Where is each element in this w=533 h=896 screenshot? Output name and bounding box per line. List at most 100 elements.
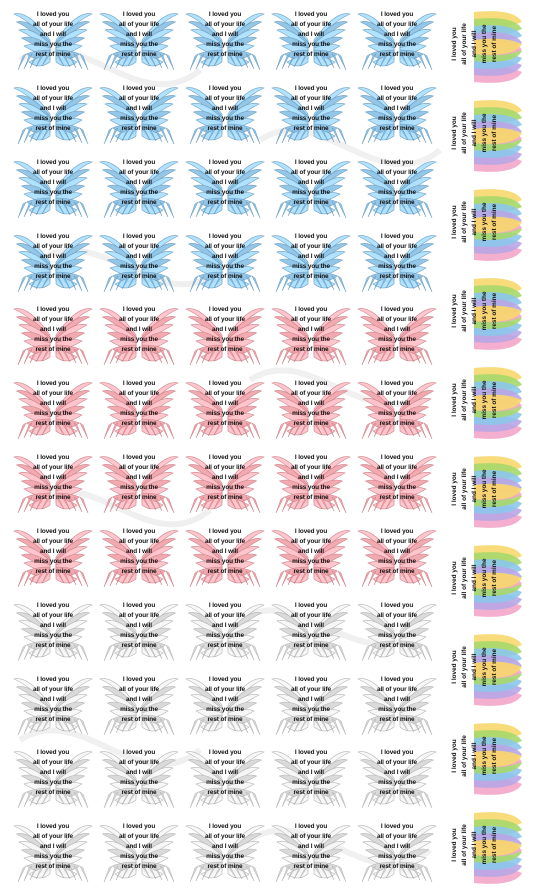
sticker-text-line: all of your life [119, 168, 159, 176]
sticker-text-line: rest of mine [293, 124, 329, 132]
angel-wings-icon [185, 677, 265, 735]
sticker-text-line: all of your life [461, 468, 468, 510]
sticker-text-line: I loved you [208, 158, 242, 166]
sticker-text-line: miss you the [34, 41, 72, 48]
angel-wings-icon [99, 456, 179, 514]
sticker-text-line: all of your life [33, 94, 73, 102]
sticker-text-line: and I will [212, 104, 238, 112]
sticker-text-line: I loved you [122, 380, 156, 388]
sticker-text-line: all of your life [33, 168, 73, 176]
sticker-text-line: and I will [384, 31, 410, 38]
sticker-text-line: all of your life [205, 94, 245, 102]
sticker-text-line: miss you the [206, 114, 244, 122]
sticker-text-line: rest of mine [491, 114, 498, 152]
sticker-text-line: miss you the [378, 557, 416, 565]
sticker-text-line: all of your life [291, 833, 331, 841]
sticker-text-line: I loved you [208, 84, 242, 92]
wings-sticker-blue: I loved you all of your life and I will mis… [96, 78, 182, 150]
sticker-text-line: I loved you [451, 739, 458, 773]
sticker-text: I loved you all of your life and I will mis… [450, 271, 500, 351]
sticker-text-line: all of your life [205, 168, 245, 176]
sticker-text-line: miss you the [292, 114, 330, 122]
sticker-text-line: miss you the [120, 188, 158, 196]
wings-sticker-grey: I loved you all of your life and I will mis… [354, 595, 440, 667]
sticker-text-line: and I will [384, 326, 410, 334]
sticker-text-line: rest of mine [491, 25, 498, 63]
sticker-text-line: I loved you [294, 158, 328, 166]
angel-wings-icon [271, 530, 351, 587]
sticker-text-line: I loved you [451, 205, 458, 239]
sticker-text-line: I loved you [208, 454, 242, 461]
sticker-text-line: I loved you [208, 823, 242, 831]
sticker-text-line: and I will [212, 31, 238, 38]
wings-sticker-pink: I loved you all of your life and I will mis… [10, 373, 96, 445]
sticker-text-line: and I will [212, 474, 238, 481]
sticker-text: I loved you all of your life and I will mis… [286, 601, 336, 651]
sticker-text-line: miss you the [378, 262, 416, 270]
angel-wings-icon [185, 160, 265, 218]
sticker-text-line: all of your life [377, 611, 417, 619]
sticker-text: I loved you all of your life and I will mis… [286, 158, 336, 208]
sticker-text-line: I loved you [208, 527, 242, 535]
sticker-text-line: and I will [471, 30, 478, 58]
angel-wings-icon [99, 308, 179, 366]
sticker-text-line: and I will [471, 831, 478, 859]
sticker-text-line: I loved you [36, 823, 70, 831]
sticker-text-line: I loved you [294, 749, 328, 757]
wings-sticker-pink: I loved you all of your life and I will mis… [96, 299, 182, 371]
sticker-text-line: miss you the [120, 853, 158, 861]
sticker-text-line: miss you the [206, 853, 244, 861]
sticker-text-line: miss you the [292, 41, 330, 48]
wings-sticker-pink: I loved you all of your life and I will mis… [96, 447, 182, 519]
sticker-text-line: and I will [298, 178, 324, 186]
sticker-text-line: and I will [40, 695, 66, 703]
sticker-text-line: rest of mine [207, 198, 243, 206]
sticker-text-line: all of your life [205, 242, 245, 250]
sticker-text-line: rest of mine [207, 124, 243, 132]
wings-sticker-grey: I loved you all of your life and I will mis… [268, 816, 354, 888]
sticker-text-line: all of your life [377, 168, 417, 176]
sticker-text-line: miss you the [481, 558, 488, 598]
sticker-text-line: rest of mine [491, 737, 498, 775]
angel-wings-icon [271, 87, 351, 144]
sticker-text-line: rest of mine [491, 470, 498, 508]
sticker-text-line: and I will [471, 297, 478, 325]
wings-sticker-grey: I loved you all of your life and I will mis… [354, 816, 440, 888]
sticker-text-line: miss you the [481, 202, 488, 242]
sticker-text: I loved you all of your life and I will mis… [450, 538, 500, 618]
sticker-text-line: rest of mine [293, 715, 329, 723]
angel-wings-icon [357, 308, 437, 366]
sticker-text: I loved you all of your life and I will mis… [114, 158, 164, 208]
sticker-text: I loved you all of your life and I will mis… [28, 453, 78, 503]
sticker-text-line: all of your life [291, 759, 331, 767]
sticker-text-line: miss you the [206, 336, 244, 344]
sticker-text-line: I loved you [380, 380, 414, 388]
angel-wings-icon [271, 456, 351, 514]
sticker-text: I loved you all of your life and I will mis… [28, 748, 78, 798]
sticker-text: I loved you all of your life and I will mis… [114, 84, 164, 134]
sticker-text-line: all of your life [461, 646, 468, 688]
wings-sticker-blue: I loved you all of your life and I will mis… [354, 4, 440, 76]
sticker-text-line: miss you the [292, 557, 330, 565]
sticker-text-line: all of your life [119, 464, 159, 471]
wings-sticker-pink: I loved you all of your life and I will mis… [354, 299, 440, 371]
sticker-text: I loved you all of your life and I will mis… [286, 527, 336, 577]
sticker-text-line: all of your life [461, 379, 468, 421]
wings-sticker-grey: I loved you all of your life and I will mis… [268, 669, 354, 741]
sticker-text-line: all of your life [291, 464, 331, 471]
wings-sticker-pink: I loved you all of your life and I will mis… [96, 373, 182, 445]
rainbow-angel-wings-icon [474, 278, 522, 350]
sticker-text-line: miss you the [481, 113, 488, 153]
sticker-text-line: and I will [212, 400, 238, 408]
sticker-text-line: and I will [298, 31, 324, 38]
sticker-text-line: and I will [384, 104, 410, 112]
sticker-text-line: all of your life [461, 23, 468, 65]
sticker-text-line: all of your life [33, 242, 73, 250]
sticker-text-line: rest of mine [35, 346, 71, 354]
sticker-text-line: and I will [471, 386, 478, 414]
angel-wings-icon [271, 677, 351, 735]
sticker-text-line: rest of mine [293, 346, 329, 354]
wings-sticker-blue: I loved you all of your life and I will mis… [354, 78, 440, 150]
rainbow-wings-sticker: I loved you all of your life and I will mis… [444, 93, 524, 179]
sticker-text-line: rest of mine [293, 863, 329, 871]
